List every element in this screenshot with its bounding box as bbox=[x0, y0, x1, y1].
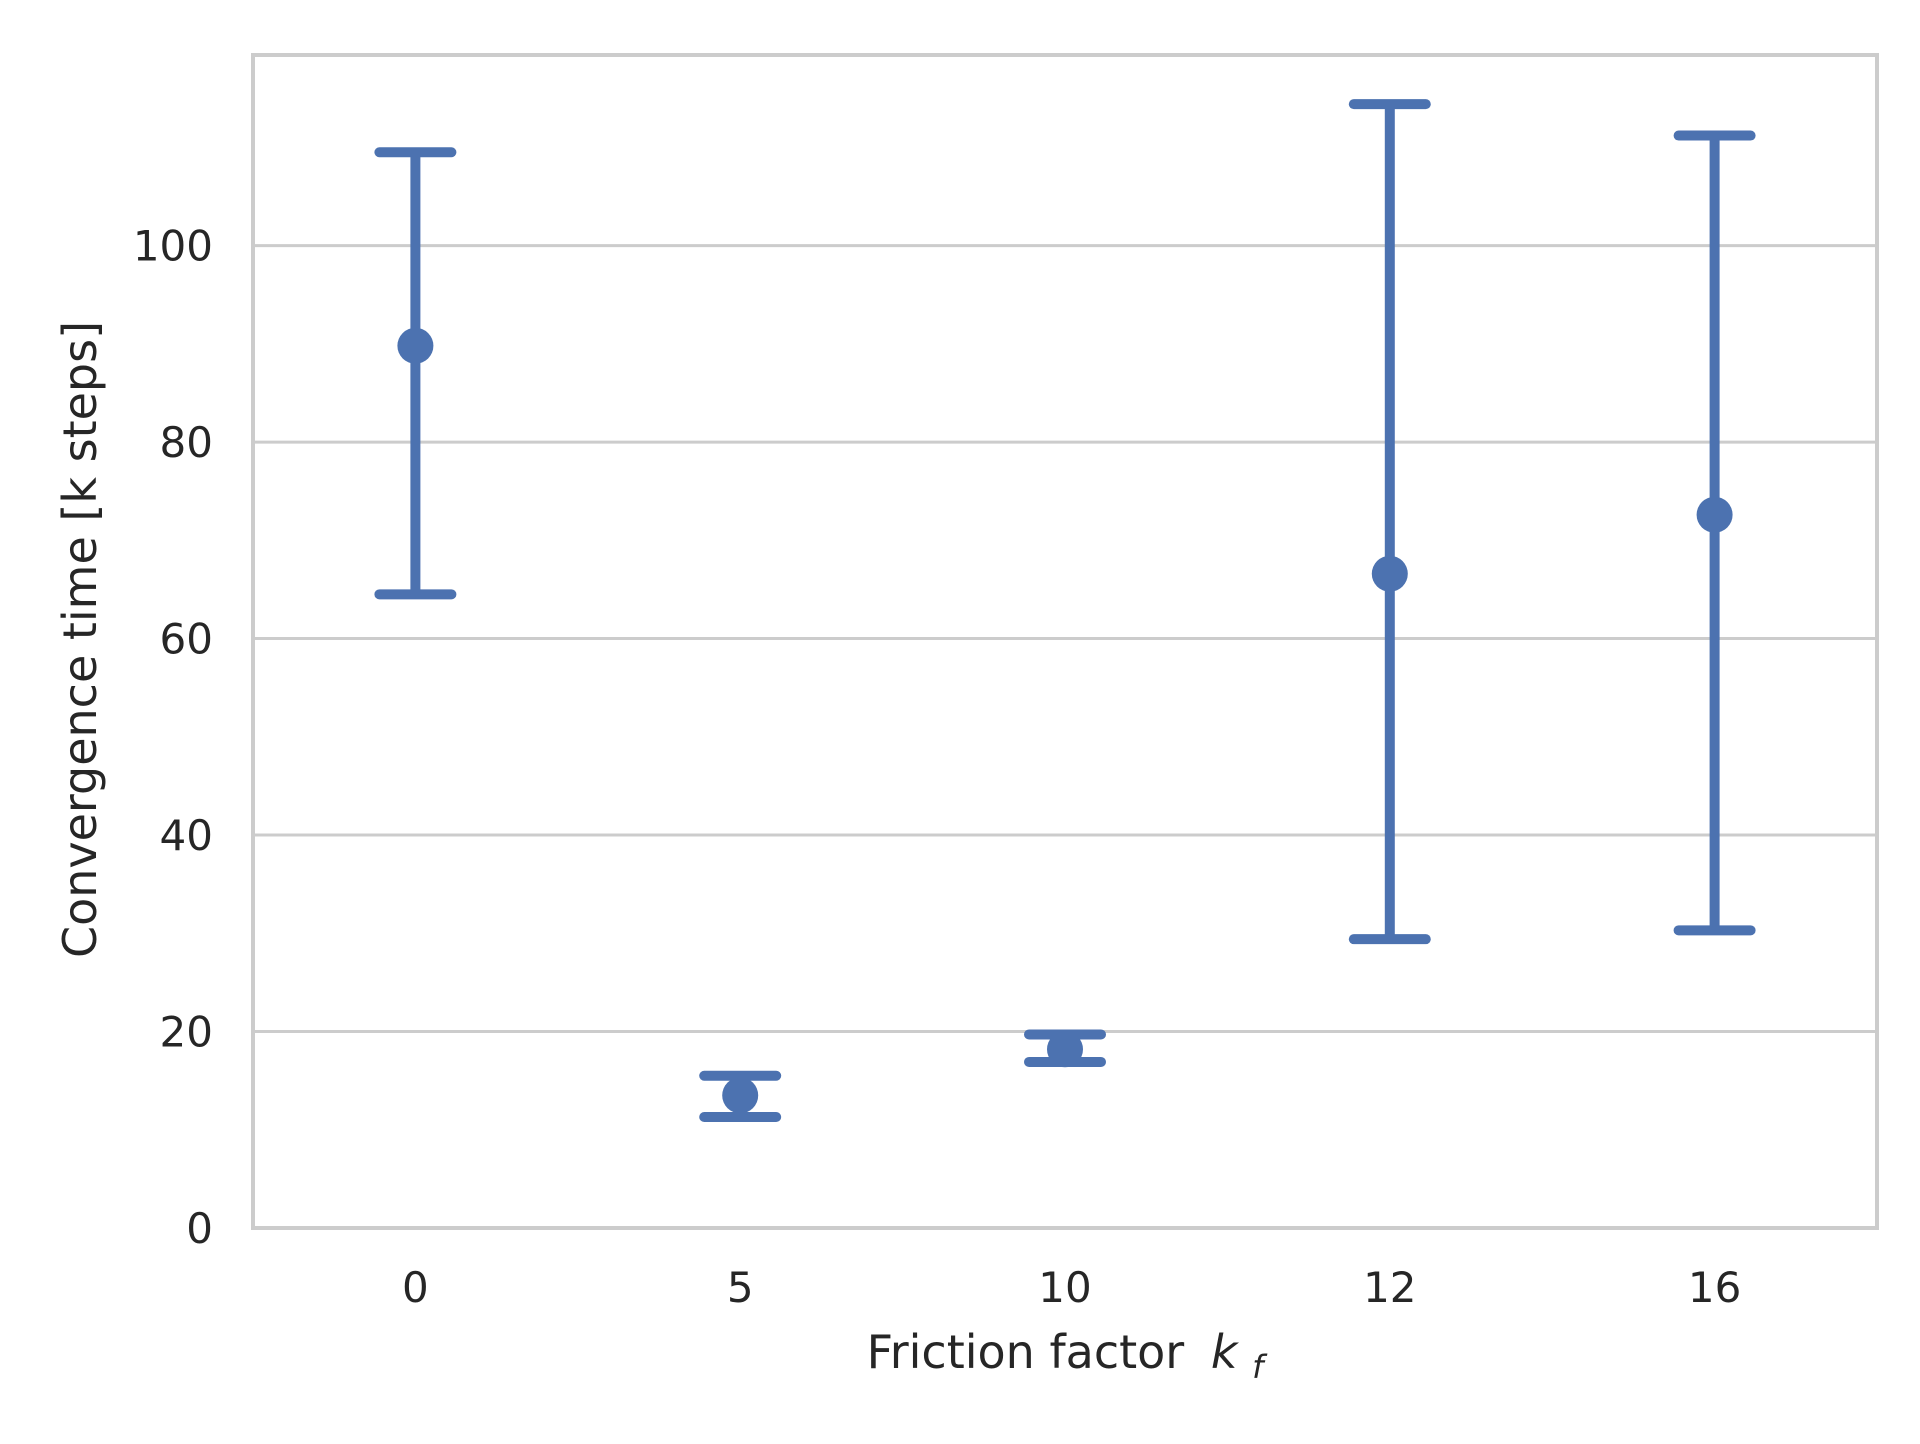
y-tick-label: 20 bbox=[160, 1008, 213, 1057]
error-bar-group bbox=[699, 1070, 782, 1122]
y-tick-label: 60 bbox=[160, 615, 213, 664]
y-tick-label: 40 bbox=[160, 811, 213, 860]
error-bar-group bbox=[1673, 130, 1756, 936]
y-tick-label: 80 bbox=[160, 418, 213, 467]
y-axis-ticks: 0 20 40 60 80 100 bbox=[133, 222, 213, 1253]
data-point bbox=[397, 327, 434, 364]
x-tick-label: 12 bbox=[1363, 1263, 1416, 1312]
error-bar-group bbox=[1348, 99, 1431, 945]
y-tick-label: 100 bbox=[133, 222, 213, 271]
y-tick-label: 0 bbox=[186, 1204, 213, 1253]
x-axis-ticks: 0 5 10 12 16 bbox=[402, 1263, 1741, 1312]
data-point bbox=[1371, 555, 1408, 592]
error-bar-series bbox=[374, 99, 1756, 1122]
error-bar-group bbox=[374, 147, 457, 600]
x-tick-label: 16 bbox=[1688, 1263, 1741, 1312]
x-axis-label-math: k bbox=[1211, 1325, 1240, 1379]
data-point bbox=[1047, 1031, 1083, 1068]
error-bar-group bbox=[1024, 1029, 1106, 1068]
data-point bbox=[722, 1077, 759, 1114]
y-axis-label: Convergence time [k steps] bbox=[53, 321, 107, 958]
x-tick-label: 5 bbox=[727, 1263, 754, 1312]
x-axis-label: Friction factor k f bbox=[867, 1325, 1269, 1386]
data-point bbox=[1696, 496, 1733, 533]
x-axis-label-text: Friction factor bbox=[867, 1325, 1185, 1379]
x-axis-label-subscript: f bbox=[1252, 1348, 1268, 1386]
x-tick-label: 0 bbox=[402, 1263, 429, 1312]
grid-lines bbox=[253, 244, 1877, 1034]
plot-frame bbox=[251, 53, 1879, 1230]
x-tick-label: 10 bbox=[1038, 1263, 1091, 1312]
